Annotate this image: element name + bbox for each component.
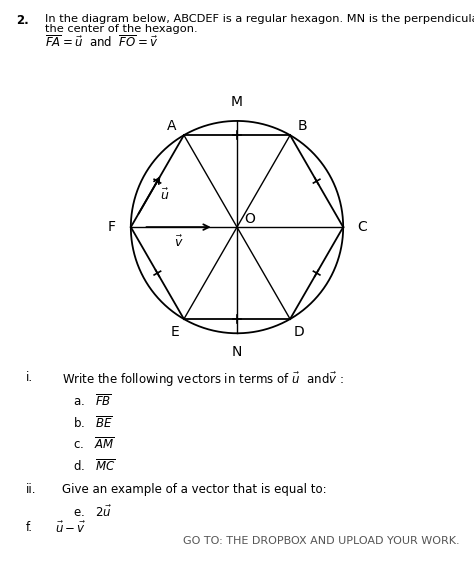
Text: N: N (232, 345, 242, 359)
Text: Give an example of a vector that is equal to:: Give an example of a vector that is equa… (62, 483, 326, 496)
Text: GO TO: THE DROPBOX AND UPLOAD YOUR WORK.: GO TO: THE DROPBOX AND UPLOAD YOUR WORK. (183, 536, 460, 546)
Text: $\vec{v}$: $\vec{v}$ (174, 235, 183, 249)
Text: i.: i. (26, 371, 33, 384)
Text: A: A (166, 118, 176, 133)
Text: 2.: 2. (17, 14, 29, 27)
Text: Write the following vectors in terms of $\vec{u}$  and$\vec{v}$ :: Write the following vectors in terms of … (62, 371, 344, 390)
Text: the center of the hexagon.: the center of the hexagon. (45, 24, 198, 34)
Text: M: M (231, 95, 243, 109)
Text: d.   $\overline{MC}$: d. $\overline{MC}$ (73, 458, 116, 474)
Text: b.   $\overline{BE}$: b. $\overline{BE}$ (73, 415, 113, 431)
Text: B: B (298, 118, 308, 133)
Text: D: D (293, 325, 304, 339)
Text: f.: f. (26, 521, 33, 534)
Text: e.   $2\vec{u}$: e. $2\vec{u}$ (73, 505, 112, 519)
Text: C: C (357, 220, 367, 234)
Text: O: O (244, 212, 255, 225)
Text: $\vec{u}-\vec{v}$: $\vec{u}-\vec{v}$ (55, 521, 85, 535)
Text: ii.: ii. (26, 483, 36, 496)
Text: $\overline{FA}=\vec{u}$  and  $\overline{FO}=\vec{v}$: $\overline{FA}=\vec{u}$ and $\overline{F… (45, 34, 158, 50)
Text: a.   $\overline{FB}$: a. $\overline{FB}$ (73, 393, 112, 409)
Text: F: F (108, 220, 116, 234)
Text: c.   $\overline{AM}$: c. $\overline{AM}$ (73, 436, 115, 452)
Text: In the diagram below, ABCDEF is a regular hexagon. MN is the perpendicular bisec: In the diagram below, ABCDEF is a regula… (45, 14, 474, 24)
Text: E: E (171, 325, 180, 339)
Text: $\vec{u}$: $\vec{u}$ (160, 187, 169, 202)
